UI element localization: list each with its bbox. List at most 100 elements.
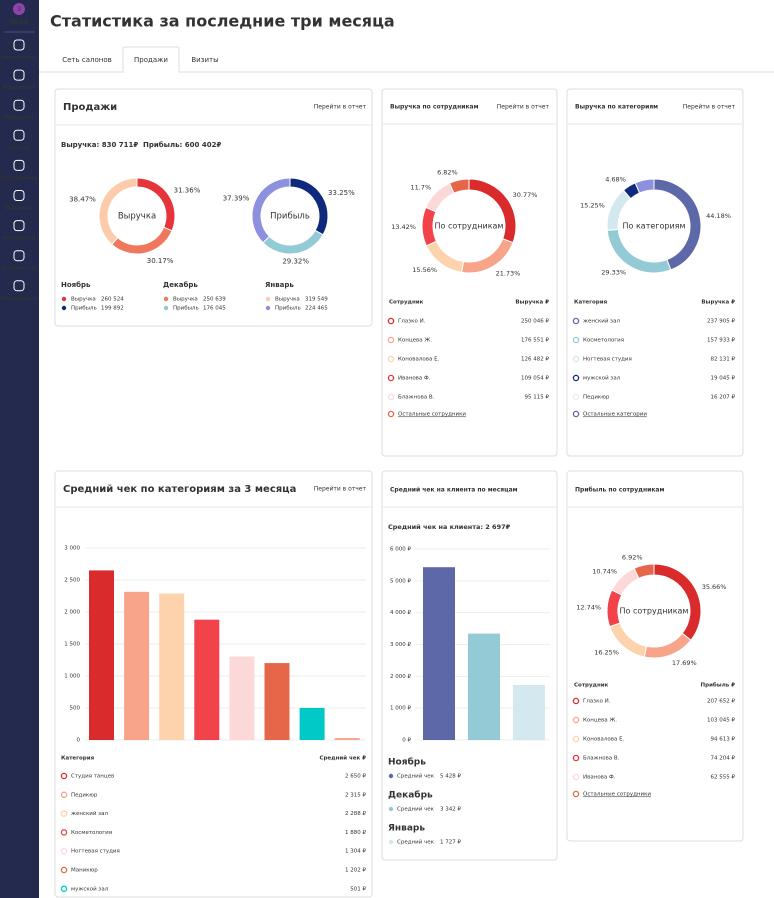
more-link[interactable]: Остальные сотрудники <box>583 792 651 798</box>
row-value: 1 202 ₽ <box>345 868 366 874</box>
more-link[interactable]: Остальные категории <box>583 412 647 418</box>
legend-dot <box>388 806 394 812</box>
row-marker <box>60 791 68 799</box>
legend-value: 5 428 ₽ <box>440 774 461 780</box>
row-name: Концева Ж. <box>398 338 432 344</box>
legend-label: Прибыль <box>173 306 199 312</box>
legend-label: Средний чек <box>397 839 435 846</box>
row-value: 74 204 ₽ <box>711 756 736 762</box>
nav-label[interactable]: Маркетинг <box>2 85 35 91</box>
legend-label: Прибыль <box>275 306 301 312</box>
nav-label[interactable]: Поддержка <box>1 296 38 302</box>
row-value: 157 933 ₽ <box>707 338 735 344</box>
bar <box>89 570 114 740</box>
row-name: Блажнова В. <box>583 756 620 762</box>
nav-label[interactable]: Продажи <box>5 115 34 121</box>
nav-label[interactable]: Документы <box>2 266 37 272</box>
nav-label[interactable]: Настройки <box>3 235 36 242</box>
legend-value: 1 727 ₽ <box>440 840 461 846</box>
table-header: Категория <box>61 756 95 762</box>
y-tick-label: 0 ₽ <box>402 738 411 744</box>
panel-title: Средний чек на клиента по месяцам <box>390 487 518 494</box>
panel <box>54 88 373 327</box>
row-name: Глазко И. <box>583 699 611 705</box>
row-marker <box>60 829 68 836</box>
salon-number: №34 <box>10 18 28 26</box>
nav-label[interactable]: Склад <box>9 145 28 151</box>
donut-center: По сотрудникам <box>435 222 504 231</box>
row-name: Студия танцев <box>71 774 114 780</box>
legend-label: Выручка <box>71 297 96 303</box>
row-value: 109 054 ₽ <box>521 376 549 382</box>
row-marker <box>60 847 68 855</box>
row-value: 94 613 ₽ <box>711 737 736 743</box>
tab[interactable]: Продажи <box>134 56 168 64</box>
more-link[interactable]: Остальные сотрудники <box>398 412 466 418</box>
y-tick-label: 1 500 <box>64 642 80 648</box>
y-tick-label: 3 000 <box>64 546 80 552</box>
nav-icon[interactable] <box>13 220 25 232</box>
table-header: Сотрудник <box>389 300 424 306</box>
donut-label: 6.82% <box>437 168 458 176</box>
nav-label[interactable]: Сотрудники <box>1 175 38 181</box>
panel-title: Прибыль по сотрудникам <box>575 487 664 494</box>
donut-label: 15.25% <box>580 201 605 209</box>
nav-label[interactable]: Финансы <box>5 206 33 212</box>
nav-icon[interactable] <box>13 99 25 111</box>
donut-segment <box>98 177 138 246</box>
row-name: Косметология <box>71 830 112 836</box>
bar <box>423 567 455 740</box>
tab[interactable]: Визиты <box>191 56 218 64</box>
nav-icon[interactable] <box>13 39 25 51</box>
row-name: Блажнова В. <box>398 395 435 401</box>
y-tick-label: 0 <box>77 738 81 744</box>
row-value: 250 046 ₽ <box>521 319 549 325</box>
month-name: Январь <box>265 281 294 289</box>
nav-icon[interactable] <box>13 280 25 292</box>
profit-total: Прибыль: 600 402₽ <box>143 141 221 149</box>
legend-value: 250 639 <box>203 297 226 303</box>
nav-icon[interactable] <box>13 159 25 171</box>
row-name: Ногтевая студия <box>71 849 120 855</box>
tab[interactable]: Сеть салонов <box>62 56 112 64</box>
row-name: Ногтевая студия <box>583 357 632 363</box>
donut-label: 15.56% <box>412 266 437 274</box>
y-tick-label: 5 000 ₽ <box>390 578 411 584</box>
nav-icon[interactable] <box>13 129 25 141</box>
table-header: Сотрудник <box>574 683 609 689</box>
nav-icon[interactable] <box>13 250 25 262</box>
bar <box>334 738 360 740</box>
row-marker <box>572 790 580 798</box>
table-header: Выручка ₽ <box>701 300 735 306</box>
legend-dot <box>388 839 394 845</box>
legend-dot <box>61 296 67 302</box>
donut-label: 21.73% <box>496 270 521 278</box>
row-marker <box>387 355 395 363</box>
donut-label: 30.17% <box>147 257 174 265</box>
row-name: Коновалова Е. <box>583 737 625 743</box>
legend-value: 260 524 <box>101 297 124 303</box>
row-value: 2 650 ₽ <box>345 774 366 780</box>
row-marker <box>572 374 580 382</box>
legend-label: Выручка <box>173 297 198 303</box>
donut-label: 44.18% <box>706 212 731 220</box>
nav-icon[interactable] <box>13 190 25 201</box>
donut-label: 17.69% <box>672 659 697 667</box>
nav-label[interactable]: Расписание <box>1 55 37 61</box>
panel-title: Выручка по сотрудникам <box>390 104 479 111</box>
legend-value: 319 549 <box>305 297 328 303</box>
month-name: Ноябрь <box>388 757 426 768</box>
avatar-badge: 3 <box>17 6 21 13</box>
bar <box>124 591 150 740</box>
y-tick-label: 2 500 <box>64 578 80 584</box>
report-link[interactable]: Перейти в отчет <box>314 486 367 493</box>
report-link[interactable]: Перейти в отчет <box>314 104 367 111</box>
row-marker <box>572 355 580 363</box>
legend-dot <box>163 305 169 311</box>
donut-center: По категориям <box>623 222 686 231</box>
report-link[interactable]: Перейти в отчет <box>497 104 550 111</box>
donut-segment <box>448 178 470 194</box>
nav-icon[interactable] <box>13 69 25 81</box>
report-link[interactable]: Перейти в отчет <box>683 104 736 111</box>
